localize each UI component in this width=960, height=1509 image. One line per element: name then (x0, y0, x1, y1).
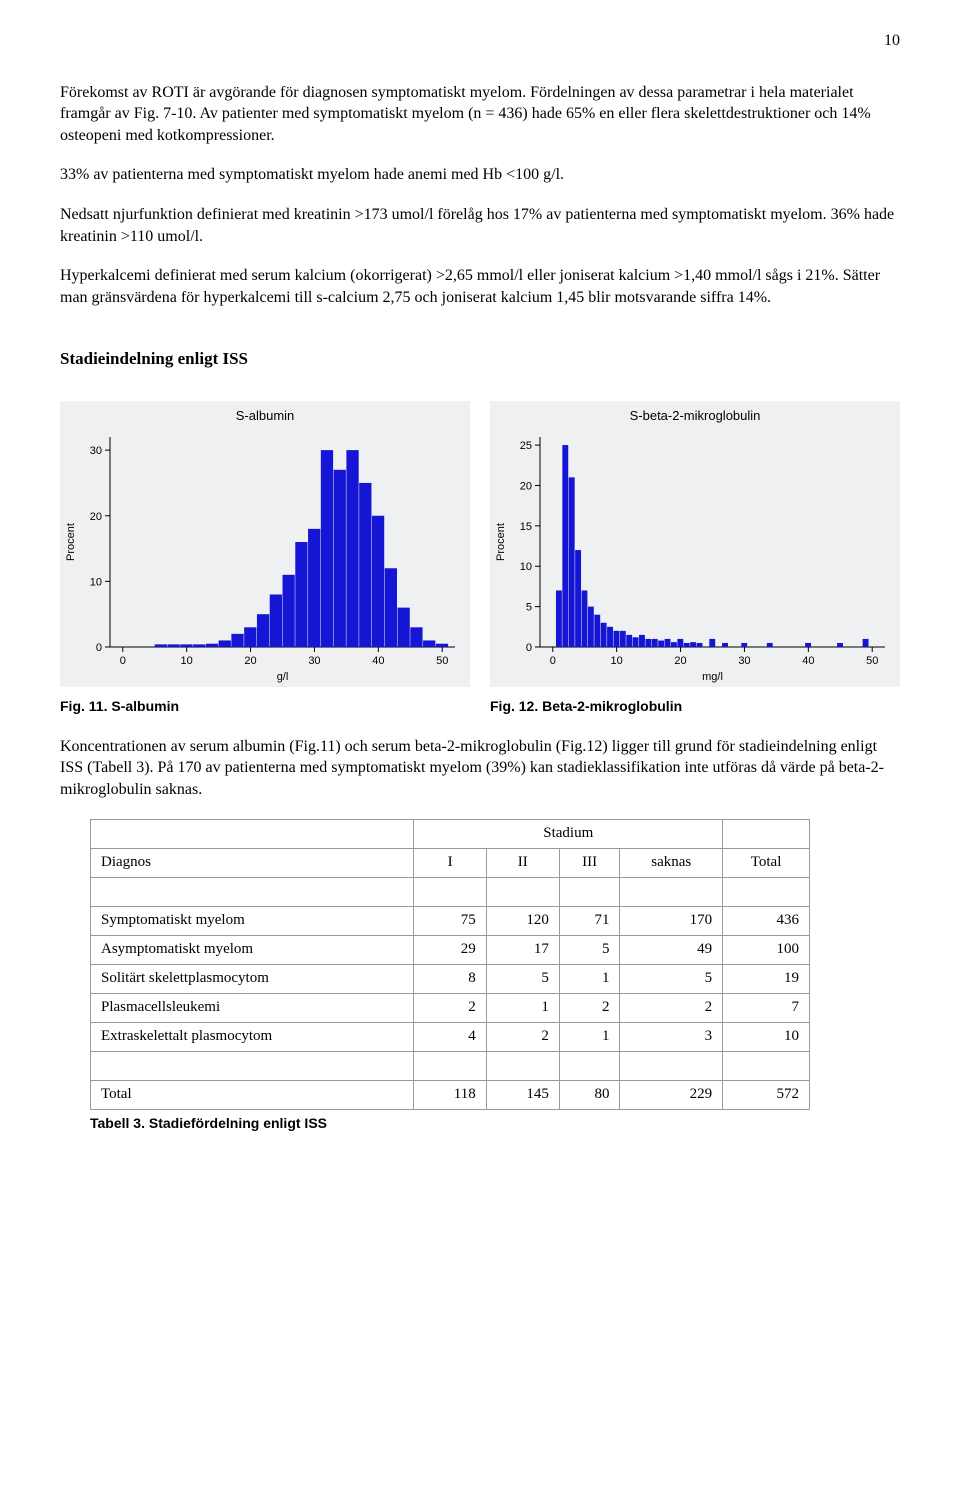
paragraph-1: Förekomst av ROTI är avgörande för diagn… (60, 82, 900, 147)
svg-text:20: 20 (244, 655, 256, 667)
svg-text:10: 10 (181, 655, 193, 667)
svg-text:30: 30 (90, 445, 102, 457)
table-column-header: Diagnos (91, 848, 414, 877)
row-value: 100 (723, 935, 810, 964)
svg-text:5: 5 (526, 601, 532, 613)
total-value: 118 (414, 1080, 486, 1109)
svg-text:15: 15 (520, 521, 532, 533)
stadium-table: StadiumDiagnosIIIIIIsaknasTotalSymptomat… (90, 819, 810, 1110)
svg-text:10: 10 (90, 576, 102, 588)
table-row: Plasmacellsleukemi21227 (91, 993, 810, 1022)
charts-row: S-albumin 010203001020304050Procentg/l S… (60, 401, 900, 687)
paragraph-2: 33% av patienterna med symptomatiskt mye… (60, 164, 900, 186)
chart-albumin-caption: Fig. 11. S-albumin (60, 697, 470, 716)
table-row: Solitärt skelettplasmocytom851519 (91, 964, 810, 993)
svg-text:30: 30 (308, 655, 320, 667)
row-value: 10 (723, 1022, 810, 1051)
svg-text:20: 20 (674, 655, 686, 667)
svg-text:0: 0 (120, 655, 126, 667)
row-value: 5 (620, 964, 723, 993)
table-group-header: Stadium (414, 819, 723, 848)
row-value: 436 (723, 906, 810, 935)
row-value: 4 (414, 1022, 486, 1051)
table-column-header: I (414, 848, 486, 877)
chart-b2m-svg: 0 5 10 15 20 25 0 10 20 30 40 50 Procent mg/l (490, 427, 900, 687)
row-value: 29 (414, 935, 486, 964)
row-value: 5 (559, 935, 620, 964)
table-row: Asymptomatiskt myelom2917549100 (91, 935, 810, 964)
table-corner (91, 819, 414, 848)
row-value: 17 (486, 935, 559, 964)
row-value: 3 (620, 1022, 723, 1051)
chart-captions: Fig. 11. S-albumin Fig. 12. Beta-2-mikro… (60, 697, 900, 716)
row-value: 8 (414, 964, 486, 993)
total-value: 145 (486, 1080, 559, 1109)
total-value: 229 (620, 1080, 723, 1109)
paragraph-3: Nedsatt njurfunktion definierat med krea… (60, 204, 900, 247)
svg-text:20: 20 (90, 511, 102, 523)
chart-b2m: S-beta-2-mikroglobulin 0 5 10 15 20 25 0 10 20 30… (490, 401, 900, 687)
chart-albumin-title: S-albumin (60, 401, 470, 427)
table-row: Extraskelettalt plasmocytom421310 (91, 1022, 810, 1051)
row-label: Asymptomatiskt myelom (91, 935, 414, 964)
row-label: Symptomatiskt myelom (91, 906, 414, 935)
row-label: Extraskelettalt plasmocytom (91, 1022, 414, 1051)
table-row: Symptomatiskt myelom7512071170436 (91, 906, 810, 935)
chart-albumin-svg: 0 10 20 30 0 10 20 30 40 50 Procent g/l (60, 427, 470, 687)
svg-text:30: 30 (738, 655, 750, 667)
row-value: 170 (620, 906, 723, 935)
svg-text:mg/l: mg/l (702, 671, 723, 683)
svg-text:50: 50 (866, 655, 878, 667)
chart-b2m-caption: Fig. 12. Beta-2-mikroglobulin (490, 697, 900, 716)
svg-text:0: 0 (550, 655, 556, 667)
row-value: 5 (486, 964, 559, 993)
row-value: 1 (486, 993, 559, 1022)
row-value: 2 (620, 993, 723, 1022)
table-column-header: III (559, 848, 620, 877)
page-number: 10 (60, 30, 900, 52)
row-value: 2 (559, 993, 620, 1022)
table-column-header: saknas (620, 848, 723, 877)
svg-text:25: 25 (520, 440, 532, 452)
svg-text:Procent: Procent (495, 523, 507, 561)
table-caption: Tabell 3. Stadiefördelning enligt ISS (90, 1114, 900, 1133)
row-value: 120 (486, 906, 559, 935)
total-label: Total (91, 1080, 414, 1109)
svg-text:40: 40 (372, 655, 384, 667)
row-value: 71 (559, 906, 620, 935)
row-value: 75 (414, 906, 486, 935)
post-charts-paragraph: Koncentrationen av serum albumin (Fig.11… (60, 736, 900, 801)
svg-text:g/l: g/l (277, 671, 289, 683)
table-total-row: Total11814580229572 (91, 1080, 810, 1109)
total-value: 80 (559, 1080, 620, 1109)
row-value: 1 (559, 964, 620, 993)
chart-b2m-title: S-beta-2-mikroglobulin (490, 401, 900, 427)
row-label: Solitärt skelettplasmocytom (91, 964, 414, 993)
row-label: Plasmacellsleukemi (91, 993, 414, 1022)
table-column-header: II (486, 848, 559, 877)
total-value: 572 (723, 1080, 810, 1109)
svg-text:10: 10 (611, 655, 623, 667)
row-value: 19 (723, 964, 810, 993)
row-value: 49 (620, 935, 723, 964)
chart-albumin: S-albumin 0 10 20 30 0 10 20 30 40 50 Procent g/l (60, 401, 470, 687)
table-column-header: Total (723, 848, 810, 877)
svg-text:10: 10 (520, 561, 532, 573)
row-value: 2 (414, 993, 486, 1022)
section-heading: Stadieindelning enligt ISS (60, 348, 900, 371)
paragraph-4: Hyperkalcemi definierat med serum kalciu… (60, 265, 900, 308)
row-value: 7 (723, 993, 810, 1022)
svg-text:20: 20 (520, 480, 532, 492)
svg-text:0: 0 (96, 642, 102, 654)
row-value: 2 (486, 1022, 559, 1051)
row-value: 1 (559, 1022, 620, 1051)
svg-text:50: 50 (436, 655, 448, 667)
svg-text:40: 40 (802, 655, 814, 667)
svg-text:Procent: Procent (65, 523, 77, 561)
svg-text:0: 0 (526, 642, 532, 654)
